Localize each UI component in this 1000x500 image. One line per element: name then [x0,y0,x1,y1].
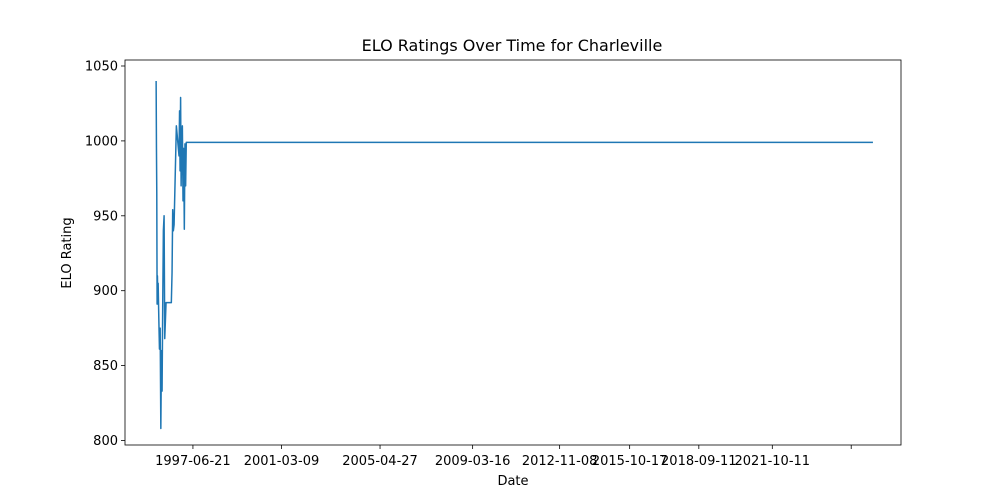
x-axis-ticks: 1997-06-21 2001-03-09 2005-04-27 2009-03-16… [155,445,852,469]
y-tick-label: 900 [93,284,118,299]
y-tick-label: 850 [93,359,118,374]
x-axis-label: Date [497,474,528,489]
chart-title: ELO Ratings Over Time for Charleville [362,36,663,55]
elo-series-line [155,80,873,430]
x-tick-label: 2021-10-11 [735,454,811,469]
x-tick-label: 1997-06-21 [155,454,231,469]
x-tick-label: 2005-04-27 [342,454,418,469]
x-tick-label: 2018-09-11 [661,454,737,469]
y-axis-label: ELO Rating [60,217,75,288]
y-axis-ticks: 800 850 900 950 1000 1050 [85,59,125,449]
y-tick-label: 950 [93,209,118,224]
plot-frame [124,59,902,446]
y-tick-label: 800 [93,434,118,449]
y-tick-label: 1050 [85,59,118,74]
x-tick-label: 2015-10-17 [592,454,668,469]
x-tick-label: 2012-11-08 [522,454,598,469]
y-tick-label: 1000 [85,134,118,149]
x-tick-label: 2001-03-09 [244,454,320,469]
plot-area [155,80,873,430]
x-tick-label: 2009-03-16 [435,454,511,469]
